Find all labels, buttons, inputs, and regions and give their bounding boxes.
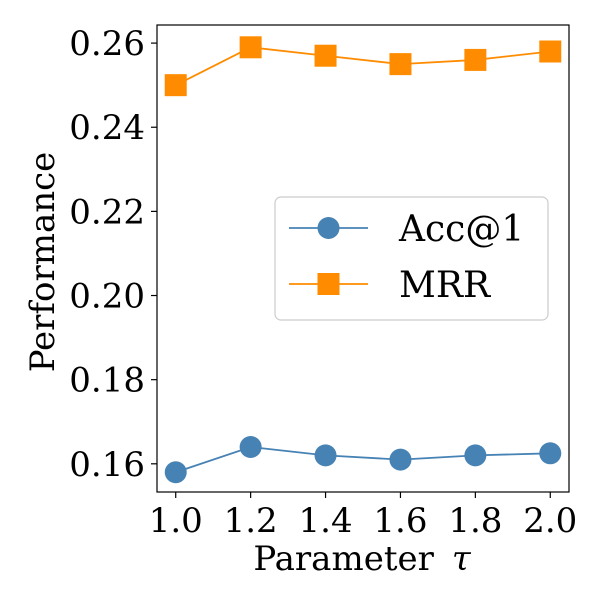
y-tick-label: 0.18 [69, 361, 145, 401]
data-point [314, 44, 337, 67]
x-tick-label: 2.0 [523, 501, 577, 541]
y-tick-label: 0.22 [69, 192, 145, 232]
legend-marker [317, 217, 340, 239]
axes: 1.0 1.2 1.4 1.6 1.8 2.0 0.16 0.18 0.20 0.22 0.24 0.… [69, 24, 577, 541]
x-tick-label: 1.2 [224, 501, 278, 541]
series-line [175, 446, 551, 474]
data-point [464, 48, 487, 71]
data-point [239, 435, 262, 458]
series-line [175, 46, 551, 86]
data-point [164, 74, 187, 97]
y-tick-label: 0.24 [69, 108, 145, 148]
y-tick-label: 0.16 [69, 445, 145, 485]
x-axis-label-text: Parameter [253, 539, 434, 579]
x-axis-label-symbol: τ [452, 539, 472, 579]
x-tick-label: 1.8 [448, 501, 502, 541]
data-point [539, 442, 562, 465]
plot-frame [156, 24, 570, 493]
x-tick-label: 1.0 [149, 501, 203, 541]
y-axis-label: Performance [23, 152, 63, 373]
data-point [314, 444, 337, 467]
x-tick-label: 1.4 [299, 501, 353, 541]
data-point [389, 53, 412, 76]
series-mrr [164, 36, 562, 97]
legend: Acc@1 MRR [274, 196, 549, 321]
data-point [539, 40, 562, 63]
legend-label: MRR [399, 265, 491, 306]
legend-label: Acc@1 [398, 209, 524, 250]
data-point [239, 36, 262, 59]
y-tick-label: 0.26 [69, 24, 145, 64]
data-point [389, 448, 412, 471]
series-acc-1 [164, 435, 562, 484]
y-tick-label: 0.20 [69, 277, 145, 317]
x-axis-label: Parameter τ [253, 539, 472, 579]
legend-marker [317, 273, 340, 295]
data-point [164, 461, 187, 484]
series-layer [164, 36, 562, 484]
data-point [464, 444, 487, 467]
x-tick-label: 1.6 [373, 501, 427, 541]
